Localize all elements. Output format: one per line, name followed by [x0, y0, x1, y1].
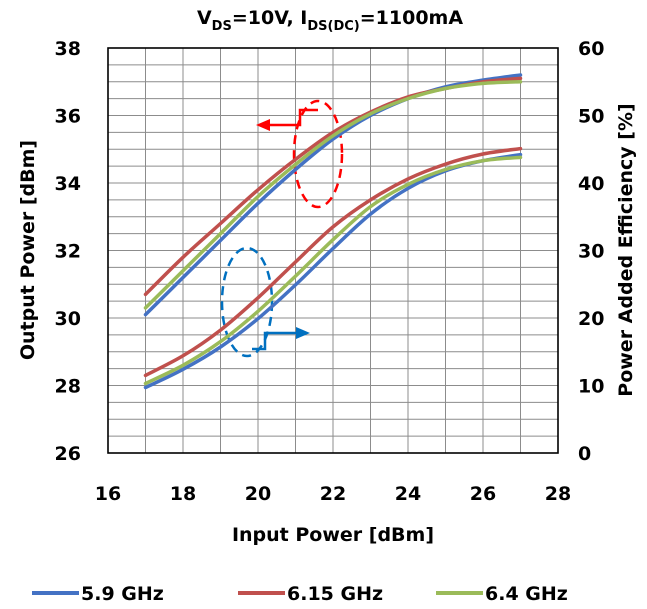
x-tick-label: 16 [95, 483, 121, 505]
pae-arrowhead [296, 327, 310, 339]
x-tick-label: 18 [170, 483, 196, 505]
y2-axis-title: Power Added Efficiency [%] [615, 103, 637, 396]
y2-tick-label: 20 [578, 308, 604, 330]
x-tick-label: 24 [395, 483, 421, 505]
legend: 5.9 GHz 6.15 GHz 6.4 GHz [32, 583, 568, 605]
y-axis-title: Output Power [dBm] [17, 140, 39, 360]
output-power-ellipse [292, 99, 344, 209]
y2-tick-label: 60 [578, 38, 604, 60]
x-tick-label: 26 [470, 483, 496, 505]
x-tick-label: 28 [545, 483, 571, 505]
output-power-arrowhead [256, 119, 270, 131]
y-tick-label: 30 [55, 308, 81, 330]
x-tick-label: 20 [245, 483, 271, 505]
y2-tick-label: 40 [578, 173, 604, 195]
pae-line-6-4-ghz [143, 155, 523, 386]
pae-ellipse [220, 246, 274, 358]
legend-label-5-9-ghz: 5.9 GHz [81, 583, 164, 605]
annotations [220, 99, 344, 358]
y-tick-label: 32 [55, 241, 81, 263]
legend-label-6-4-ghz: 6.4 GHz [485, 583, 568, 605]
y2-tick-label: 0 [578, 443, 591, 465]
grid [108, 48, 558, 453]
x-tick-label: 22 [320, 483, 346, 505]
pae-arrow [252, 331, 298, 351]
y-tick-label: 38 [55, 38, 81, 60]
chart-title: VDS=10V, IDS(DC)=1100mA [197, 7, 463, 34]
y-tick-label: 34 [55, 173, 81, 195]
output-power-line-6-4-ghz [143, 80, 523, 310]
pae-line-6-15-ghz [143, 146, 523, 378]
y2-tick-label: 30 [578, 241, 604, 263]
output-power-line-5-9-ghz [143, 73, 523, 317]
y-tick-label: 26 [55, 443, 81, 465]
y-tick-label: 36 [55, 106, 81, 128]
series-lines [143, 73, 523, 390]
x-axis-title: Input Power [dBm] [232, 524, 434, 546]
output-power-arrow [268, 108, 318, 127]
tick-labels: 16 18 20 22 24 26 28 26 28 30 32 34 36 38 0 10 20 30 40 50 6… [55, 38, 605, 505]
y-tick-label: 28 [55, 376, 81, 398]
y2-tick-label: 10 [578, 376, 604, 398]
y2-tick-label: 50 [578, 106, 604, 128]
legend-label-6-15-ghz: 6.15 GHz [287, 583, 383, 605]
plot-frame [107, 47, 559, 454]
